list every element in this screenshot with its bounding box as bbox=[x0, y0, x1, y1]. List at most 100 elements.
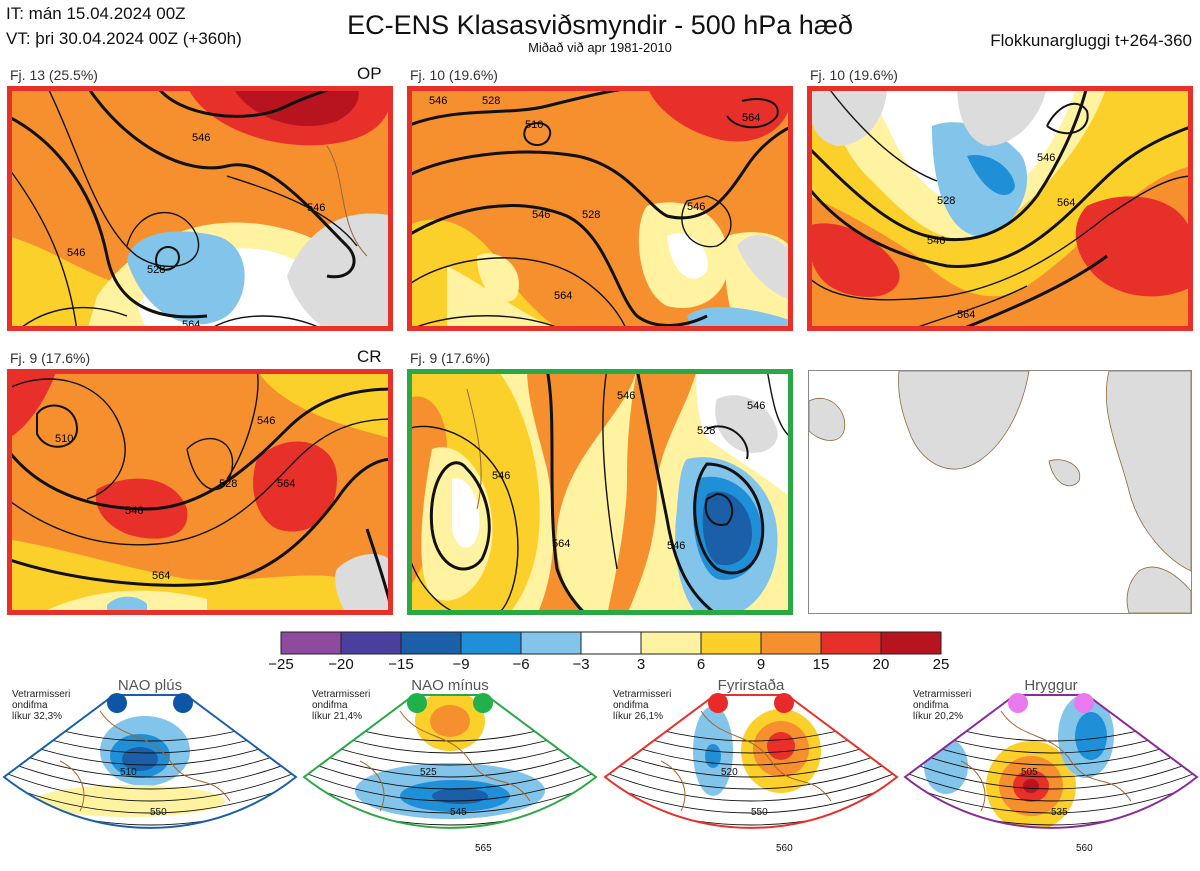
cluster-1-contour-label-5: 546 bbox=[67, 247, 85, 259]
regime-likelihood-text: Vetrarmisseri ondifma líkur 21,4% bbox=[312, 689, 371, 722]
regime-likelihood-text: Vetrarmisseri ondifma líkur 26,1% bbox=[613, 689, 672, 722]
cluster-3-contour-label-2: 546 bbox=[927, 235, 945, 247]
regime-marker-dot bbox=[173, 693, 193, 713]
colorbar-tick-label: −15 bbox=[388, 656, 414, 673]
regime-marker-dot bbox=[774, 693, 794, 713]
colorbar-segment bbox=[760, 631, 822, 655]
cluster-4-contour-label-2: 546 bbox=[125, 505, 143, 517]
regime-contour-label: 520 bbox=[721, 767, 738, 778]
colorbar-segment bbox=[340, 631, 402, 655]
cluster-3-frame bbox=[807, 86, 1193, 331]
cluster-1-contour-label-3: 546 bbox=[307, 202, 325, 214]
colorbar-tick-label: 15 bbox=[812, 656, 830, 673]
chart-title: EC-ENS Klasasviðsmyndir - 500 hPa hæð bbox=[347, 10, 853, 40]
classification-window-label: Flokkunargluggi t+264-360 bbox=[990, 31, 1192, 50]
cluster-4-map[interactable]: 510 546 528 546 564 564 bbox=[7, 369, 393, 615]
chart-subtitle: Miðað við apr 1981-2010 bbox=[528, 40, 672, 55]
regime-3-map: 520 550 560 bbox=[603, 693, 899, 854]
cluster-2-contour-label-1: 546 bbox=[429, 95, 447, 107]
colorbar-tick-label: −6 bbox=[512, 656, 530, 673]
colorbar-segment bbox=[520, 631, 582, 655]
cluster-4-contour-label-5: 564 bbox=[277, 478, 295, 490]
regime-marker-dot bbox=[1008, 693, 1028, 713]
regime-contour-label: 550 bbox=[751, 807, 768, 818]
cluster-3-contour-label-5: 564 bbox=[957, 309, 975, 321]
cluster-5-contour-label-1: 546 bbox=[492, 470, 510, 482]
colorbar-segment bbox=[700, 631, 762, 655]
regime-name: NAO mínus bbox=[411, 677, 489, 694]
cluster-1-contour-label-1: 528 bbox=[147, 264, 165, 276]
cluster-5-contour-label-5: 546 bbox=[667, 540, 685, 552]
regime-contour-label: 560 bbox=[1076, 843, 1093, 854]
colorbar-tick-label: −3 bbox=[572, 656, 590, 673]
cluster-4-frame bbox=[7, 369, 393, 615]
cluster-3-label: Fj. 10 (19.6%) bbox=[810, 67, 898, 83]
regime-name: Hryggur bbox=[1024, 677, 1078, 694]
cluster-4-label: Fj. 9 (17.6%) bbox=[10, 350, 91, 366]
colorbar bbox=[280, 631, 942, 655]
cluster-2-contour-label-5: 546 bbox=[532, 209, 550, 221]
regime-contour-label: 510 bbox=[120, 767, 137, 778]
cluster-2-contour-label-7: 546 bbox=[687, 201, 705, 213]
cluster-3-contour-label-1: 528 bbox=[937, 195, 955, 207]
regime-marker-dot bbox=[1074, 693, 1094, 713]
colorbar-tick-label: 9 bbox=[756, 656, 766, 673]
colorbar-segment bbox=[880, 631, 942, 655]
colorbar-segment bbox=[820, 631, 882, 655]
regime-contour-label: 535 bbox=[1051, 807, 1068, 818]
colorbar-tick-label: 6 bbox=[696, 656, 706, 673]
valid-time-label: VT: þri 30.04.2024 00Z (+360h) bbox=[6, 29, 242, 48]
cluster-2-frame bbox=[407, 86, 793, 331]
regime-name: NAO plús bbox=[117, 677, 183, 694]
cluster-1-contour-label-2: 546 bbox=[192, 132, 210, 144]
cluster-1-label: Fj. 13 (25.5%) bbox=[10, 67, 98, 83]
regime-name: Fyrirstaða bbox=[717, 677, 785, 694]
cluster-4-contour-label-1: 510 bbox=[55, 433, 73, 445]
colorbar-tick-label: −9 bbox=[452, 656, 470, 673]
cluster-2-contour-label-2: 528 bbox=[482, 95, 500, 107]
regime-marker-dot bbox=[107, 693, 127, 713]
colorbar-segment bbox=[580, 631, 642, 655]
cluster-3-contour-label-4: 564 bbox=[1057, 197, 1075, 209]
cluster-3-contour-label-3: 546 bbox=[1037, 152, 1055, 164]
cluster-2-map[interactable]: 546 528 510 528 546 564 546 564 bbox=[407, 86, 793, 331]
cluster-4-contour-label-3: 528 bbox=[219, 478, 237, 490]
cluster-2-label: Fj. 10 (19.6%) bbox=[410, 67, 498, 83]
cluster-5-map[interactable]: 546 528 546 564 546 546 bbox=[407, 369, 793, 615]
empty-base-map bbox=[808, 370, 1192, 614]
regime-contour-label: 545 bbox=[450, 807, 467, 818]
regime-contour-label: 550 bbox=[150, 807, 167, 818]
colorbar-segment bbox=[640, 631, 702, 655]
regime-contour-label: 505 bbox=[1021, 767, 1038, 778]
colorbar-segment bbox=[460, 631, 522, 655]
regime-2-map: 525 545 565 bbox=[302, 693, 598, 854]
regime-1-map: 510 550 bbox=[2, 693, 298, 829]
init-time-label: IT: mán 15.04.2024 00Z bbox=[6, 4, 186, 23]
cluster-1-tag: OP bbox=[357, 64, 382, 83]
regime-likelihood-text: Vetrarmisseri ondifma líkur 20,2% bbox=[913, 689, 972, 722]
cluster-2-contour-label-4: 528 bbox=[582, 209, 600, 221]
regime-marker-dot bbox=[708, 693, 728, 713]
regime-contour-label: 565 bbox=[475, 843, 492, 854]
cluster-5-frame bbox=[407, 369, 793, 615]
colorbar-segment bbox=[280, 631, 342, 655]
colorbar-tick-label: −20 bbox=[328, 656, 354, 673]
cluster-1-map[interactable]: 528 546 546 564 546 bbox=[7, 86, 393, 331]
cluster-4-contour-label-6: 564 bbox=[152, 570, 170, 582]
cluster-5-label: Fj. 9 (17.6%) bbox=[410, 350, 491, 366]
regime-4-map: 505 535 560 bbox=[903, 693, 1199, 854]
cluster-5-contour-label-3: 546 bbox=[617, 390, 635, 402]
cluster-3-map[interactable]: 528 546 546 564 564 bbox=[807, 86, 1193, 331]
cluster-5-contour-label-6: 546 bbox=[747, 400, 765, 412]
colorbar-tick-label: −25 bbox=[268, 656, 294, 673]
colorbar-tick-label: 20 bbox=[872, 656, 890, 673]
regime-contour-label: 560 bbox=[776, 843, 793, 854]
cluster-2-contour-label-3: 510 bbox=[525, 119, 543, 131]
regime-marker-dot bbox=[407, 693, 427, 713]
colorbar-segment bbox=[400, 631, 462, 655]
regime-likelihood-text: Vetrarmisseri ondifma líkur 32,3% bbox=[12, 689, 71, 722]
cluster-4-contour-label-4: 546 bbox=[257, 415, 275, 427]
colorbar-tick-label: 3 bbox=[636, 656, 646, 673]
cluster-4-tag: CR bbox=[357, 347, 382, 366]
regime-marker-dot bbox=[473, 693, 493, 713]
